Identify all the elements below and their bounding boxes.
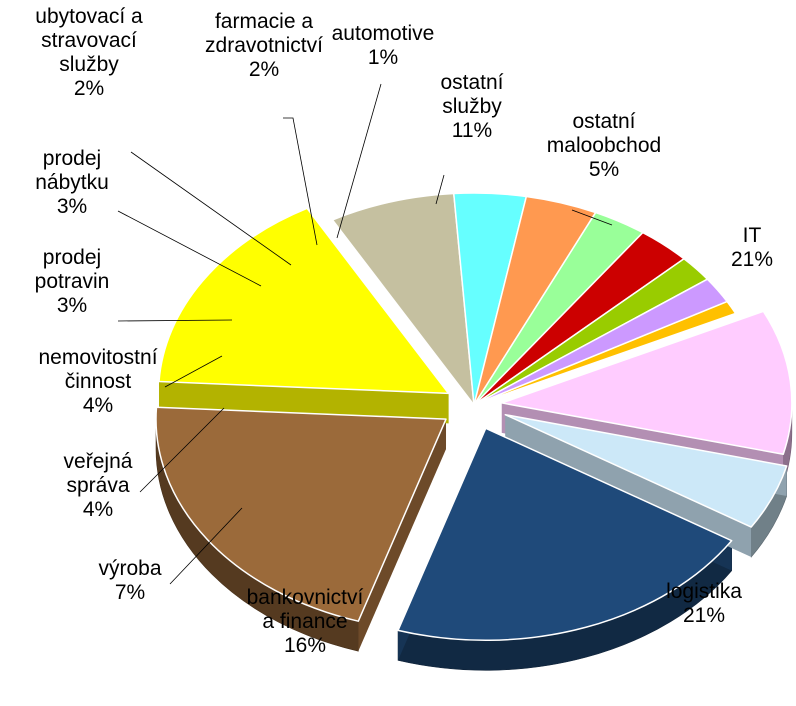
slice-value-label: 3% xyxy=(57,294,87,317)
pie-slice-logistika xyxy=(155,406,447,622)
slice-name-label: potravin xyxy=(35,270,110,293)
slice-value-label: 2% xyxy=(74,77,104,100)
slice-name-label: veřejná xyxy=(64,450,133,473)
slice-value-label: 2% xyxy=(249,58,279,81)
slice-name-label: výroba xyxy=(98,557,161,580)
pie-slice-IT xyxy=(397,427,733,642)
slice-label-2: bankovnictví a finance 16% xyxy=(247,586,364,657)
slice-label-1: logistika 21% xyxy=(666,580,742,627)
pie-slice-ostatní-maloobchod xyxy=(504,413,788,528)
slice-labels: IT 21%logistika 21%bankovnictví a finance 16… xyxy=(35,5,773,657)
slice-label-6: prodej potravin 3% xyxy=(35,246,110,317)
slice-value-label: 5% xyxy=(589,158,619,181)
leader-line-5 xyxy=(164,355,223,388)
slice-label-12: ostatní maloobchod 5% xyxy=(547,110,661,181)
slice-name-label: logistika xyxy=(666,580,742,603)
slice-name-label: ostatní xyxy=(572,110,635,133)
slice-value-label: 21% xyxy=(683,604,725,627)
leader-line-10 xyxy=(336,83,382,239)
slice-value-label: 4% xyxy=(83,394,113,417)
slice-label-10: automotive 1% xyxy=(332,22,435,69)
leader-line-12 xyxy=(571,209,613,226)
slice-name-label: ostatní xyxy=(440,71,503,94)
slice-label-0: IT 21% xyxy=(731,224,773,271)
leader-line-4 xyxy=(139,407,225,493)
pie-slices xyxy=(155,192,793,642)
slice-name-label: služby xyxy=(59,53,119,76)
leader-lines xyxy=(117,83,613,585)
slice-label-9: farmacie a zdravotnictví 2% xyxy=(205,10,323,81)
slice-value-label: 21% xyxy=(731,248,773,271)
slice-name-label: farmacie a xyxy=(215,10,313,33)
pie-slice-automotive xyxy=(473,300,737,406)
slice-value-label: 7% xyxy=(115,581,145,604)
slice-label-4: veřejná správa 4% xyxy=(64,450,133,521)
slice-value-label: 4% xyxy=(83,498,113,521)
slice-label-7: prodej nábytku 3% xyxy=(35,147,109,218)
slice-value-label: 1% xyxy=(368,46,398,69)
slice-name-label: maloobchod xyxy=(547,134,661,157)
leader-line-9 xyxy=(283,117,318,246)
slice-label-5: nemovitostní činnost 4% xyxy=(38,346,157,417)
slice-name-label: zdravotnictví xyxy=(205,34,323,57)
slice-name-label: bankovnictví xyxy=(247,586,364,609)
slice-name-label: činnost xyxy=(65,370,132,393)
slice-value-label: 11% xyxy=(452,119,492,142)
slice-name-label: a finance xyxy=(262,610,347,633)
leader-line-8 xyxy=(130,151,292,266)
leader-line-6 xyxy=(117,319,233,322)
slice-name-label: nemovitostní xyxy=(38,346,157,369)
leader-line-7 xyxy=(117,210,262,287)
slice-name-label: IT xyxy=(743,224,762,247)
pie-slice-ostatní-služby xyxy=(501,310,793,455)
slice-value-label: 3% xyxy=(57,195,87,218)
pie-slice-bankovnictví-a-finance xyxy=(158,207,450,395)
slice-name-label: nábytku xyxy=(35,171,109,194)
slice-value-label: 16% xyxy=(284,634,326,657)
slice-name-label: stravovací xyxy=(41,29,137,52)
slice-name-label: prodej xyxy=(43,246,101,269)
slice-label-11: ostatní služby 11% xyxy=(440,71,503,142)
slice-name-label: správa xyxy=(66,474,129,497)
slice-name-label: automotive xyxy=(332,22,435,45)
slice-cut-1-0 xyxy=(358,419,447,652)
slice-label-8: ubytovací a stravovací služby 2% xyxy=(35,5,143,100)
slice-name-label: služby xyxy=(442,95,502,118)
slice-name-label: ubytovací a xyxy=(35,5,143,28)
slice-name-label: prodej xyxy=(43,147,101,170)
slice-label-3: výroba 7% xyxy=(98,557,161,604)
leader-line-3 xyxy=(169,507,243,585)
pie-slice-výroba xyxy=(331,192,475,406)
leader-line-11 xyxy=(435,174,445,205)
